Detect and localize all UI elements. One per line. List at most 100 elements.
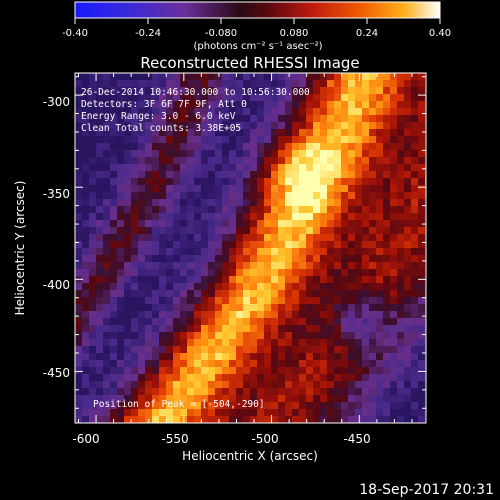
intensity-pixel	[369, 136, 376, 143]
intensity-pixel	[313, 269, 320, 276]
intensity-pixel	[362, 416, 369, 423]
intensity-pixel	[390, 94, 397, 101]
intensity-pixel	[82, 241, 89, 248]
intensity-pixel	[334, 206, 341, 213]
intensity-pixel	[75, 395, 82, 402]
intensity-pixel	[271, 269, 278, 276]
intensity-pixel	[173, 353, 180, 360]
intensity-pixel	[327, 269, 334, 276]
intensity-pixel	[341, 409, 348, 416]
intensity-pixel	[327, 94, 334, 101]
intensity-pixel	[82, 381, 89, 388]
intensity-pixel	[278, 178, 285, 185]
intensity-pixel	[383, 241, 390, 248]
intensity-pixel	[397, 304, 404, 311]
intensity-pixel	[383, 234, 390, 241]
intensity-pixel	[180, 94, 187, 101]
intensity-pixel	[124, 115, 131, 122]
intensity-pixel	[257, 220, 264, 227]
intensity-pixel	[159, 129, 166, 136]
intensity-pixel	[173, 241, 180, 248]
intensity-pixel	[110, 178, 117, 185]
intensity-pixel	[264, 325, 271, 332]
intensity-pixel	[75, 185, 82, 192]
intensity-pixel	[348, 318, 355, 325]
intensity-pixel	[376, 87, 383, 94]
intensity-pixel	[152, 388, 159, 395]
intensity-pixel	[222, 339, 229, 346]
intensity-pixel	[257, 276, 264, 283]
intensity-pixel	[187, 192, 194, 199]
intensity-pixel	[271, 143, 278, 150]
intensity-pixel	[96, 339, 103, 346]
intensity-pixel	[180, 143, 187, 150]
intensity-pixel	[292, 325, 299, 332]
x-tick-label: -450	[343, 432, 370, 446]
intensity-pixel	[278, 416, 285, 423]
intensity-pixel	[299, 416, 306, 423]
intensity-pixel	[369, 283, 376, 290]
intensity-pixel	[397, 227, 404, 234]
intensity-pixel	[397, 199, 404, 206]
intensity-pixel	[187, 381, 194, 388]
intensity-pixel	[292, 304, 299, 311]
intensity-pixel	[376, 402, 383, 409]
intensity-pixel	[278, 262, 285, 269]
intensity-pixel	[215, 220, 222, 227]
intensity-pixel	[362, 136, 369, 143]
intensity-pixel	[243, 325, 250, 332]
intensity-pixel	[397, 255, 404, 262]
intensity-pixel	[341, 339, 348, 346]
intensity-pixel	[383, 192, 390, 199]
intensity-pixel	[166, 122, 173, 129]
intensity-pixel	[89, 318, 96, 325]
intensity-pixel	[334, 227, 341, 234]
intensity-pixel	[180, 220, 187, 227]
intensity-pixel	[124, 381, 131, 388]
intensity-pixel	[138, 262, 145, 269]
intensity-pixel	[292, 409, 299, 416]
intensity-pixel	[82, 395, 89, 402]
intensity-pixel	[173, 206, 180, 213]
intensity-pixel	[110, 213, 117, 220]
intensity-pixel	[187, 178, 194, 185]
intensity-pixel	[264, 360, 271, 367]
intensity-pixel	[390, 388, 397, 395]
intensity-pixel	[187, 388, 194, 395]
intensity-pixel	[180, 192, 187, 199]
intensity-pixel	[292, 87, 299, 94]
intensity-pixel	[229, 318, 236, 325]
intensity-pixel	[383, 115, 390, 122]
intensity-pixel	[208, 304, 215, 311]
intensity-pixel	[131, 276, 138, 283]
intensity-pixel	[376, 171, 383, 178]
intensity-pixel	[376, 318, 383, 325]
intensity-pixel	[173, 297, 180, 304]
intensity-pixel	[313, 318, 320, 325]
intensity-pixel	[166, 297, 173, 304]
intensity-pixel	[257, 367, 264, 374]
intensity-pixel	[194, 353, 201, 360]
intensity-pixel	[152, 367, 159, 374]
intensity-pixel	[124, 80, 131, 87]
intensity-pixel	[117, 143, 124, 150]
intensity-pixel	[264, 409, 271, 416]
intensity-pixel	[89, 150, 96, 157]
intensity-pixel	[299, 360, 306, 367]
intensity-pixel	[152, 262, 159, 269]
intensity-pixel	[285, 297, 292, 304]
intensity-pixel	[180, 185, 187, 192]
intensity-pixel	[159, 143, 166, 150]
intensity-pixel	[334, 136, 341, 143]
intensity-pixel	[313, 80, 320, 87]
intensity-pixel	[215, 332, 222, 339]
intensity-pixel	[355, 367, 362, 374]
intensity-pixel	[348, 290, 355, 297]
intensity-pixel	[145, 367, 152, 374]
intensity-pixel	[299, 311, 306, 318]
intensity-pixel	[320, 255, 327, 262]
intensity-pixel	[327, 360, 334, 367]
intensity-pixel	[257, 339, 264, 346]
intensity-pixel	[376, 115, 383, 122]
intensity-pixel	[208, 101, 215, 108]
